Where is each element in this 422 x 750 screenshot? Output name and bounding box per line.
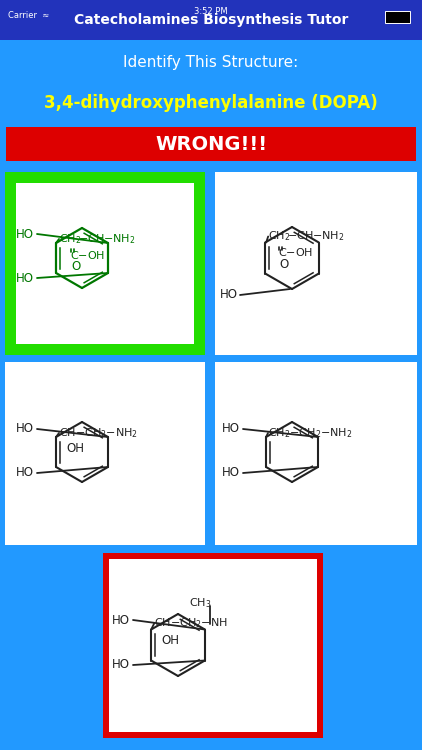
Text: CH$_2$: CH$_2$ bbox=[268, 230, 290, 244]
Bar bbox=[0, 0, 422, 40]
Text: Carrier  ≈: Carrier ≈ bbox=[8, 10, 49, 20]
Bar bbox=[215, 362, 417, 545]
Text: O: O bbox=[71, 260, 80, 274]
Text: HO: HO bbox=[222, 422, 240, 436]
Text: CH$-$CH$_2$$-$NH$_2$: CH$-$CH$_2$$-$NH$_2$ bbox=[59, 426, 138, 440]
Text: 3,4-dihydroxyphenylalanine (DOPA): 3,4-dihydroxyphenylalanine (DOPA) bbox=[44, 94, 378, 112]
Text: O: O bbox=[279, 258, 288, 271]
Text: OH: OH bbox=[161, 634, 179, 647]
Text: HO: HO bbox=[16, 466, 34, 479]
Text: HO: HO bbox=[220, 289, 238, 302]
Text: CH$_3$: CH$_3$ bbox=[189, 596, 212, 610]
Text: HO: HO bbox=[222, 466, 240, 479]
Text: CH$-$CH$_2$$-$NH: CH$-$CH$_2$$-$NH bbox=[154, 616, 228, 631]
Text: HO: HO bbox=[112, 614, 130, 626]
Text: CH$_2$$-$CH$_2$$-$NH$_2$: CH$_2$$-$CH$_2$$-$NH$_2$ bbox=[268, 426, 352, 440]
Text: Catecholamines Biosynthesis Tutor: Catecholamines Biosynthesis Tutor bbox=[74, 13, 348, 27]
Text: $-$CH$-$NH$_2$: $-$CH$-$NH$_2$ bbox=[78, 232, 135, 246]
Bar bbox=[103, 553, 323, 738]
Text: HO: HO bbox=[16, 227, 34, 241]
Text: HO: HO bbox=[16, 272, 34, 284]
Text: C$-$OH: C$-$OH bbox=[278, 247, 313, 259]
Bar bbox=[6, 127, 416, 161]
Text: C$-$OH: C$-$OH bbox=[70, 249, 105, 261]
Text: 3:52 PM: 3:52 PM bbox=[194, 8, 228, 16]
Text: Identify This Structure:: Identify This Structure: bbox=[123, 55, 299, 70]
Text: HO: HO bbox=[16, 422, 34, 436]
Text: WRONG!!!: WRONG!!! bbox=[155, 134, 267, 154]
Text: HO: HO bbox=[112, 658, 130, 671]
Bar bbox=[5, 172, 205, 355]
Bar bbox=[385, 11, 410, 23]
Bar bbox=[5, 362, 205, 545]
Bar bbox=[215, 172, 417, 355]
Text: $-$CH$-$NH$_2$: $-$CH$-$NH$_2$ bbox=[287, 230, 344, 244]
Bar bbox=[16, 183, 194, 344]
Bar bbox=[109, 559, 317, 732]
Text: CH$_2$: CH$_2$ bbox=[59, 232, 81, 246]
Text: OH: OH bbox=[66, 442, 84, 454]
